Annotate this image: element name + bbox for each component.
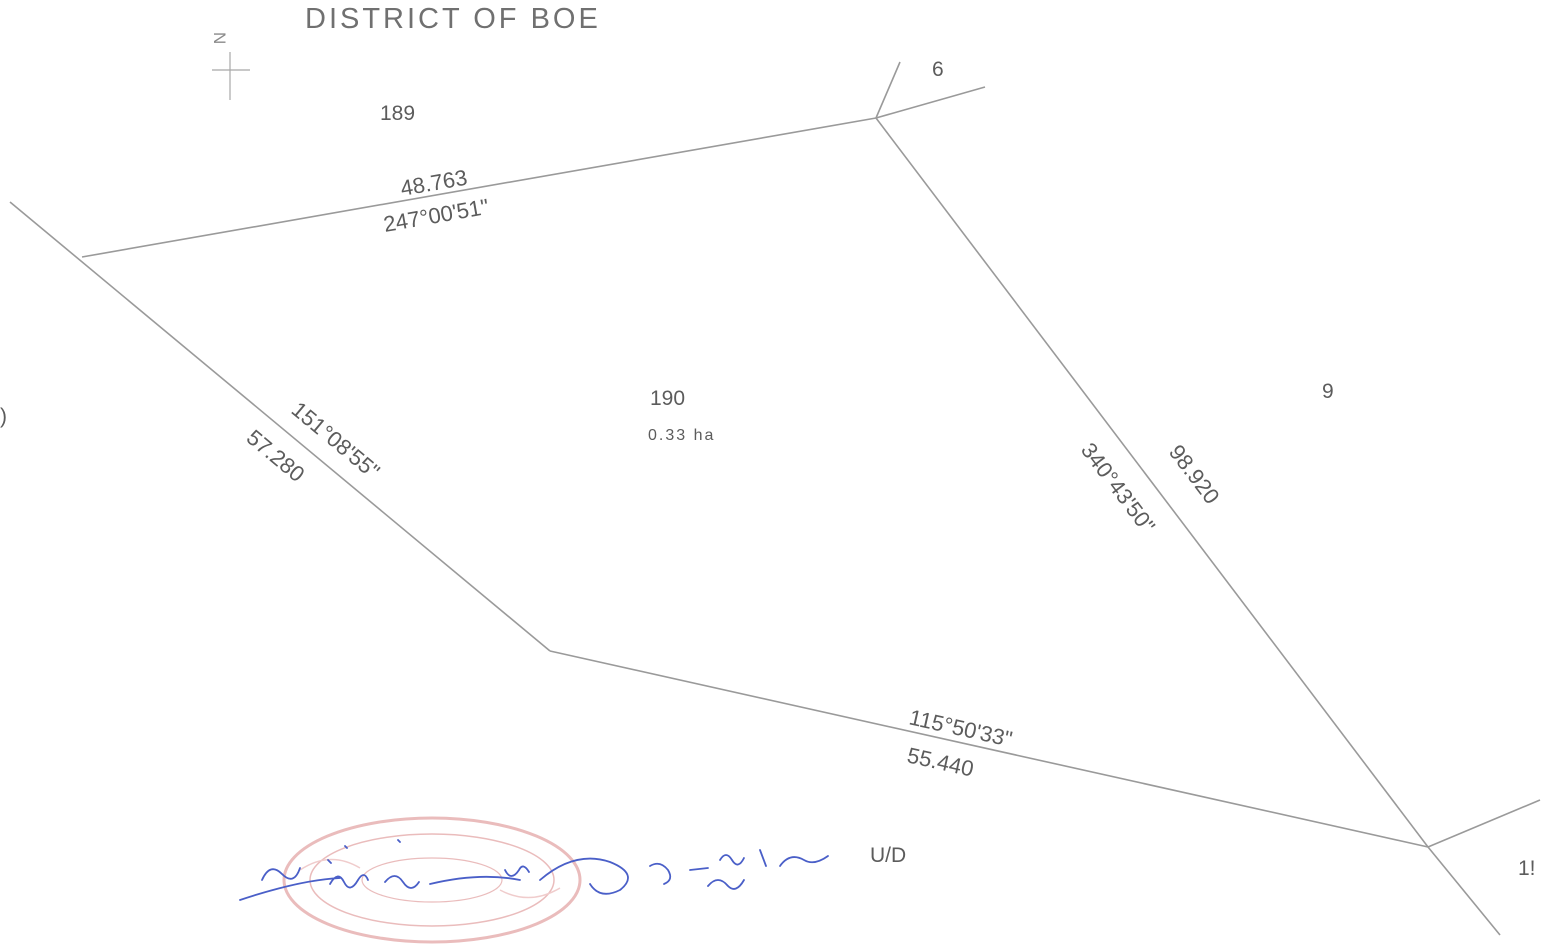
official-stamp-icon xyxy=(282,816,582,944)
parcel-southeast-partial-label: 1! xyxy=(1518,857,1536,880)
boundary-east-line xyxy=(875,117,1429,848)
south-boundary-distance: 55.440 xyxy=(905,742,976,781)
north-arrow-label: N xyxy=(210,32,229,44)
boundary-south-line xyxy=(549,650,1429,848)
boundary-north-line xyxy=(81,117,877,258)
parcel-ud-label: U/D xyxy=(870,844,906,867)
parcel-9-label: 9 xyxy=(1322,380,1334,403)
east-boundary-distance: 98.920 xyxy=(1164,440,1225,509)
parcel-boundaries xyxy=(9,61,1541,936)
handwritten-signature-icon xyxy=(239,839,829,901)
east-boundary-bearing: 340°43'50" xyxy=(1076,438,1160,538)
boundary-south-extension xyxy=(1427,846,1501,936)
subject-parcel-number: 190 xyxy=(650,387,685,410)
north-boundary-bearing: 247°00'51" xyxy=(382,194,491,237)
parcel-189-label: 189 xyxy=(380,102,415,125)
boundary-north-extension xyxy=(875,86,986,119)
boundary-west-line xyxy=(9,201,551,652)
boundary-northeast-tick xyxy=(875,61,901,119)
parcel-west-partial-label: ) xyxy=(0,405,7,428)
boundary-southeast-extension xyxy=(1427,799,1541,848)
parcel-6-label: 6 xyxy=(932,58,944,81)
plan-title: DISTRICT OF BOE xyxy=(305,3,601,35)
north-arrow-icon: N xyxy=(210,32,250,100)
subject-parcel-area: 0.33 ha xyxy=(648,427,715,444)
west-boundary-distance: 57.280 xyxy=(242,425,310,487)
